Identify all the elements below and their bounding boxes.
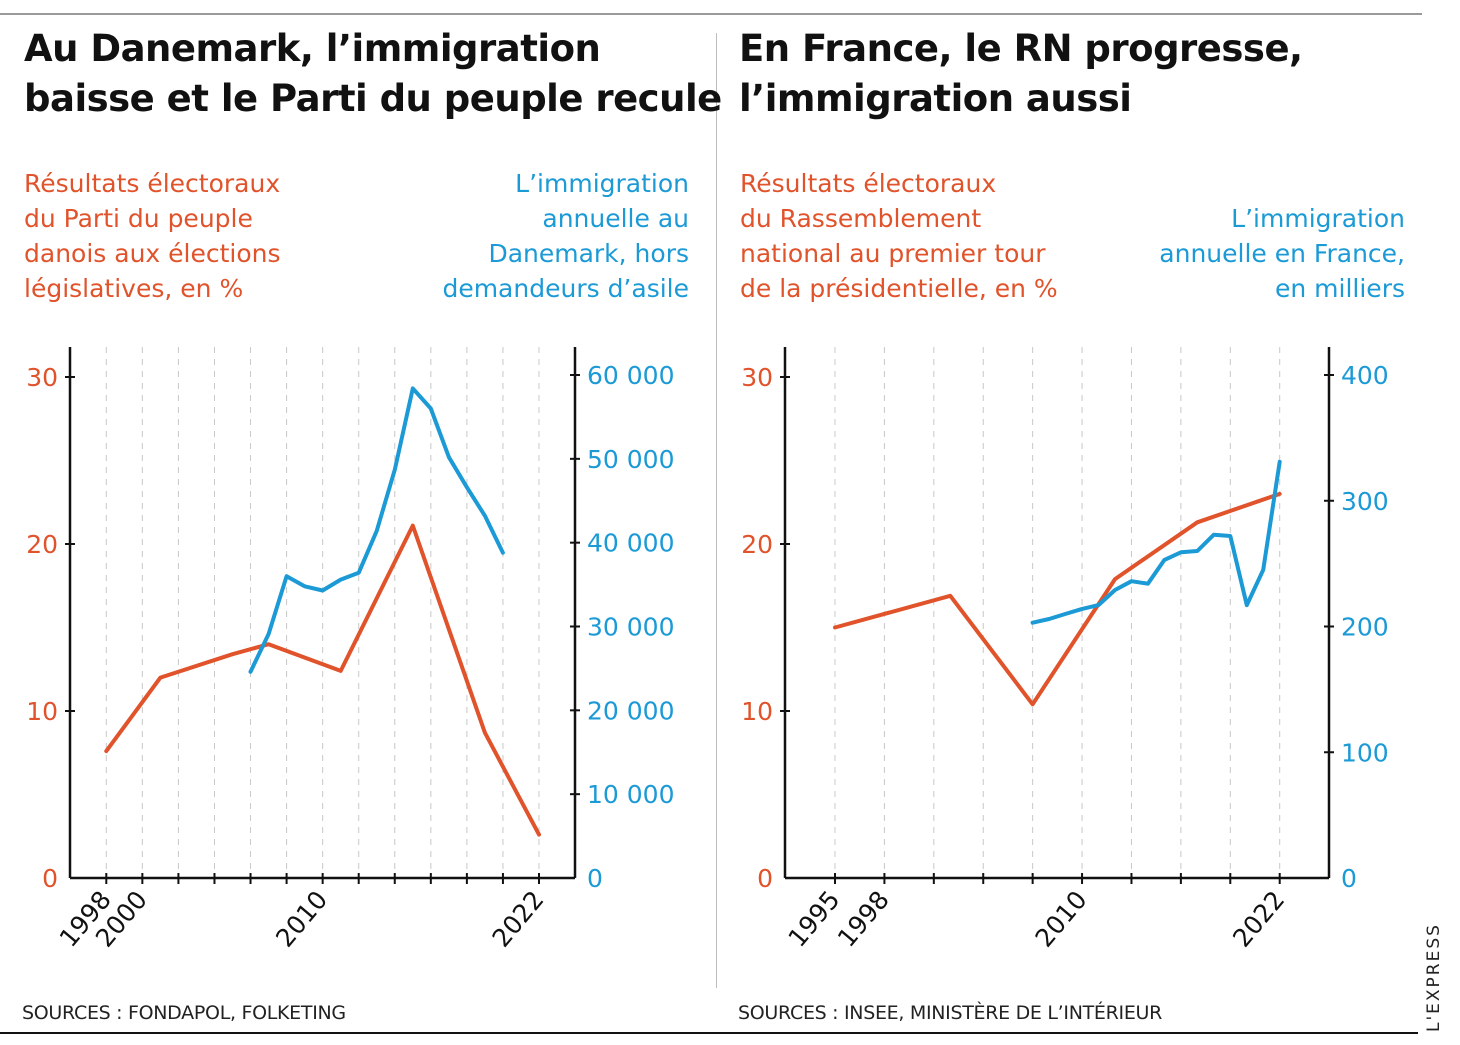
left-y-tick-label: 10 — [741, 697, 773, 726]
title-line: En France, le RN progresse, — [739, 27, 1303, 70]
right-y-tick-label: 40 000 — [587, 529, 674, 558]
immigration-line — [1030, 459, 1282, 625]
x-tick-label: 2022 — [1227, 885, 1290, 952]
label-line: national au premier tour — [740, 239, 1046, 268]
right-chart-title: En France, le RN progresse, l’immigratio… — [739, 24, 1303, 124]
left-source: SOURCES : FONDAPOL, FOLKETING — [22, 1002, 346, 1024]
label-line: législatives, en % — [24, 274, 244, 303]
fr-immigration-axis-label: L’immigration annuelle en France, en mil… — [1159, 201, 1405, 306]
title-line: l’immigration aussi — [739, 77, 1132, 120]
x-tick-label: 2010 — [1030, 885, 1093, 952]
title-line: baisse et le Parti du peuple recule — [24, 77, 722, 120]
label-line: L’immigration — [515, 169, 689, 198]
label-line: en milliers — [1275, 274, 1405, 303]
x-tick-label: 2010 — [270, 885, 333, 952]
fr-party-axis-label: Résultats électoraux du Rassemblement na… — [740, 166, 1058, 306]
left-y-tick-label: 20 — [741, 530, 773, 559]
bottom-rule — [0, 1032, 1418, 1034]
label-line: annuelle au — [542, 204, 689, 233]
right-y-tick-label: 60 000 — [587, 361, 674, 390]
right-y-tick-label: 0 — [1341, 864, 1357, 893]
right-y-tick-label: 100 — [1341, 738, 1389, 767]
label-line: annuelle en France, — [1159, 239, 1405, 268]
label-line: L’immigration — [1231, 204, 1405, 233]
label-line: Résultats électoraux — [740, 169, 997, 198]
left-y-tick-label: 0 — [757, 864, 773, 893]
dk-party-axis-label: Résultats électoraux du Parti du peuple … — [24, 166, 281, 306]
right-y-tick-label: 30 000 — [587, 613, 674, 642]
lexpress-logo: L'EXPRESS — [1424, 923, 1444, 1032]
left-y-tick-label: 0 — [42, 864, 58, 893]
title-line: Au Danemark, l’immigration — [24, 27, 601, 70]
top-rule — [0, 13, 1422, 15]
immigration-line — [248, 386, 505, 674]
dk-immigration-axis-label: L’immigration annuelle au Danemark, hors… — [442, 166, 689, 306]
right-y-tick-label: 400 — [1341, 361, 1389, 390]
label-line: de la présidentielle, en % — [740, 274, 1058, 303]
label-line: du Parti du peuple — [24, 204, 253, 233]
label-line: demandeurs d’asile — [442, 274, 689, 303]
label-line: du Rassemblement — [740, 204, 982, 233]
right-y-tick-label: 300 — [1341, 487, 1389, 516]
party-vote-line — [833, 491, 1282, 707]
left-y-tick-label: 30 — [26, 363, 58, 392]
x-tick-label: 2022 — [486, 885, 549, 952]
right-y-tick-label: 10 000 — [587, 780, 674, 809]
left-y-tick-label: 30 — [741, 363, 773, 392]
right-y-tick-label: 50 000 — [587, 445, 674, 474]
left-chart-title: Au Danemark, l’immigration baisse et le … — [24, 24, 722, 124]
party-vote-line — [104, 523, 541, 837]
left-y-tick-label: 20 — [26, 530, 58, 559]
x-tick-label: 1995 — [782, 885, 845, 952]
label-line: Résultats électoraux — [24, 169, 281, 198]
right-y-tick-label: 200 — [1341, 613, 1389, 642]
label-line: danois aux élections — [24, 239, 281, 268]
panel-divider — [716, 33, 717, 988]
right-y-tick-label: 20 000 — [587, 696, 674, 725]
right-source: SOURCES : INSEE, MINISTÈRE DE L’INTÉRIEU… — [738, 1002, 1163, 1024]
label-line: Danemark, hors — [488, 239, 689, 268]
x-tick-label: 1998 — [832, 885, 895, 952]
left-y-tick-label: 10 — [26, 697, 58, 726]
right-y-tick-label: 0 — [587, 864, 603, 893]
